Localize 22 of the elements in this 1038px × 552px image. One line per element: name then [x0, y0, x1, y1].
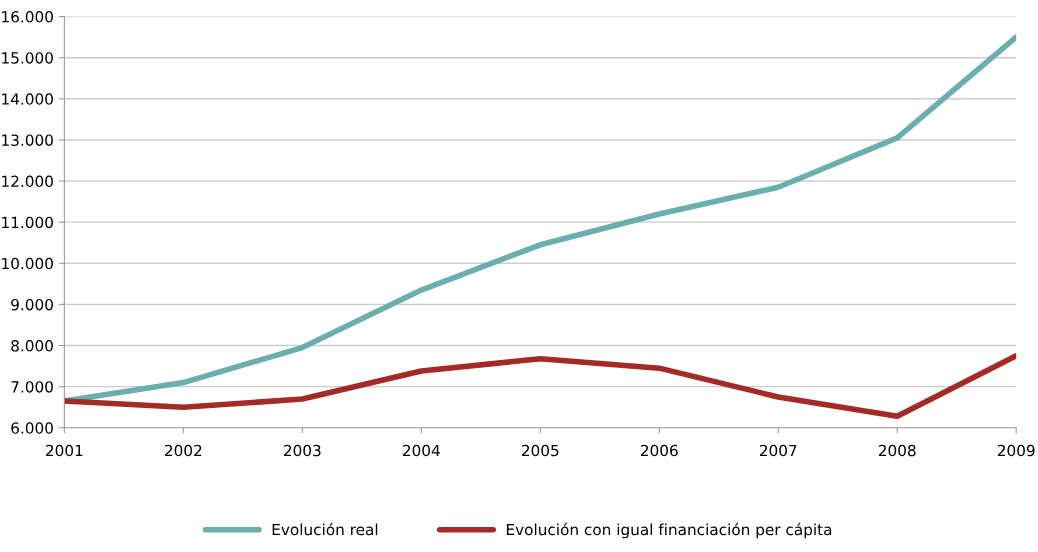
- x-tick-label: 2009: [997, 444, 1035, 457]
- y-tick-label: 7.000: [11, 381, 53, 393]
- y-tick-label: 12.000: [2, 175, 53, 188]
- y-tick-label: 9.000: [11, 298, 53, 311]
- x-tick-label: 2004: [402, 444, 440, 457]
- y-tick-label: 11.000: [2, 216, 53, 229]
- x-tick-label: 2001: [46, 444, 83, 457]
- x-tick-label: 2008: [878, 444, 916, 457]
- legend-label: Evolución con igual financiación per cápita: [506, 522, 832, 539]
- x-tick-label: 2003: [284, 444, 321, 457]
- x-tick-label: 2002: [165, 444, 202, 457]
- x-tick-label: 2006: [640, 444, 678, 457]
- x-tick-label: 2005: [521, 444, 559, 457]
- y-tick-label: 13.000: [2, 134, 53, 146]
- y-tick-label: 15.000: [2, 52, 53, 64]
- y-tick-label: 6.000: [11, 422, 53, 434]
- x-tick-label: 2007: [759, 444, 797, 457]
- legend-label: Evolución real: [272, 522, 378, 536]
- y-tick-label: 14.000: [2, 93, 53, 105]
- y-tick-label: 16.000: [2, 11, 53, 23]
- y-tick-label: 10.000: [2, 257, 53, 270]
- y-tick-label: 8.000: [11, 340, 53, 352]
